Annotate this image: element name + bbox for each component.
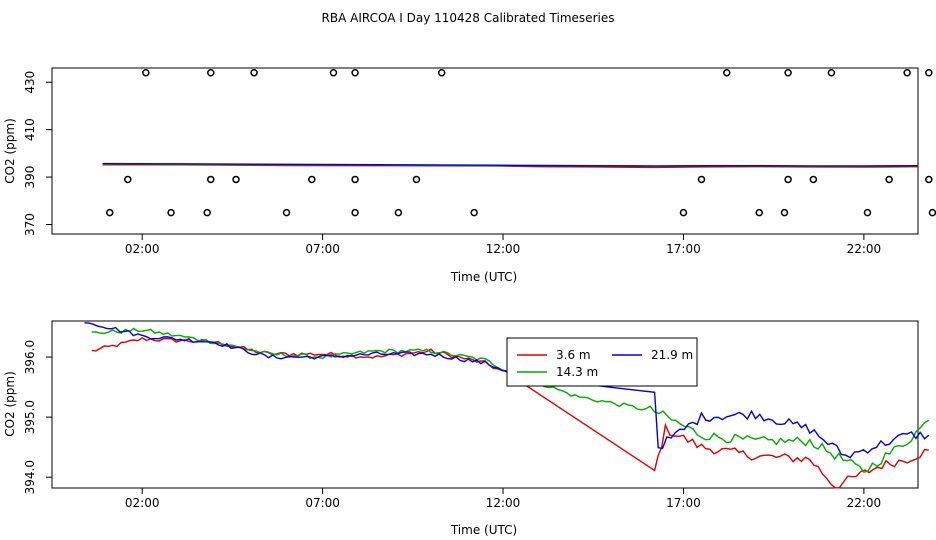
- y-tick-label: 396.0: [23, 340, 37, 374]
- flag-marker: [885, 175, 893, 184]
- flag-marker: [250, 68, 258, 77]
- bottom-panel: 02:00 07:00 12:00 17:00 22:00 394.0 395.0 396.…: [3, 320, 930, 537]
- flag-marker: [809, 175, 818, 184]
- x-tick-label: 02:00: [125, 242, 160, 256]
- y-tick-label: 395.0: [23, 400, 37, 434]
- flag-marker: [780, 208, 789, 217]
- flag-marker: [679, 208, 688, 217]
- flag-marker: [351, 175, 359, 184]
- figure-title: RBA AIRCOA I Day 110428 Calibrated Times…: [322, 11, 615, 25]
- flag-marker: [755, 208, 763, 217]
- series-line: [102, 162, 919, 167]
- y-tick-label: 390: [23, 166, 37, 189]
- flag-marker: [105, 208, 114, 217]
- bottom-x-axis-title: Time (UTC): [450, 523, 517, 537]
- flag-marker: [863, 208, 872, 217]
- series-line: [84, 322, 930, 459]
- top-plot-marks: [102, 68, 936, 217]
- flag-marker: [351, 68, 359, 77]
- legend-label-14-3m: 14.3 m: [556, 365, 598, 379]
- x-tick-label: 22:00: [847, 242, 882, 256]
- flag-marker: [925, 68, 933, 77]
- x-tick-label: 17:00: [666, 242, 701, 256]
- flag-marker: [394, 208, 403, 217]
- flag-marker: [207, 68, 215, 77]
- legend-label-21-9m: 21.9 m: [651, 348, 693, 362]
- y-tick-label: 410: [23, 118, 37, 141]
- flag-marker: [723, 68, 731, 77]
- y-tick-label: 370: [23, 213, 37, 236]
- flag-marker: [308, 175, 316, 184]
- bottom-x-axis: 02:00 07:00 12:00 17:00 22:00: [125, 488, 881, 510]
- top-x-axis: 02:00 07:00 12:00 17:00 22:00: [125, 234, 881, 256]
- y-tick-label: 394.0: [23, 460, 37, 494]
- x-tick-label: 02:00: [125, 496, 160, 510]
- x-tick-label: 17:00: [666, 496, 701, 510]
- x-tick-label: 22:00: [847, 496, 882, 510]
- bottom-y-axis-title: CO2 (ppm): [3, 371, 17, 437]
- flag-marker: [784, 68, 792, 77]
- flag-marker: [697, 175, 706, 184]
- flag-marker: [412, 175, 421, 184]
- flag-marker: [827, 68, 836, 77]
- legend: 3.6 m 14.3 m 21.9 m: [506, 337, 698, 387]
- flag-marker: [232, 175, 240, 184]
- flag-marker: [203, 208, 211, 217]
- flag-marker: [470, 208, 478, 217]
- top-x-axis-title: Time (UTC): [450, 270, 517, 284]
- x-tick-label: 12:00: [486, 496, 521, 510]
- flag-marker: [207, 175, 215, 184]
- y-tick-label: 430: [23, 71, 37, 94]
- legend-box: [506, 337, 698, 387]
- bottom-y-axis: 394.0 395.0 396.0: [23, 340, 52, 494]
- flag-marker: [903, 68, 911, 77]
- flag-marker: [784, 175, 792, 184]
- flag-marker: [329, 68, 338, 77]
- flag-marker: [142, 68, 150, 77]
- flag-marker: [437, 68, 446, 77]
- top-y-axis-title: CO2 (ppm): [3, 118, 17, 184]
- flag-marker: [925, 175, 933, 184]
- top-panel: 02:00 07:00 12:00 17:00 22:00 370 390 410 430 T…: [3, 67, 936, 284]
- flag-marker: [124, 175, 132, 184]
- legend-label-3-6m: 3.6 m: [556, 348, 591, 362]
- flag-marker: [928, 208, 936, 217]
- bottom-plot-frame: [51, 320, 919, 489]
- flag-marker: [167, 208, 175, 217]
- top-plot-frame: [51, 67, 919, 235]
- top-y-axis: 370 390 410 430: [23, 71, 52, 236]
- flag-marker: [351, 208, 359, 217]
- x-tick-label: 07:00: [305, 242, 340, 256]
- bottom-plot-marks: [84, 322, 930, 489]
- x-tick-label: 07:00: [305, 496, 340, 510]
- flag-marker: [282, 208, 291, 217]
- x-tick-label: 12:00: [486, 242, 521, 256]
